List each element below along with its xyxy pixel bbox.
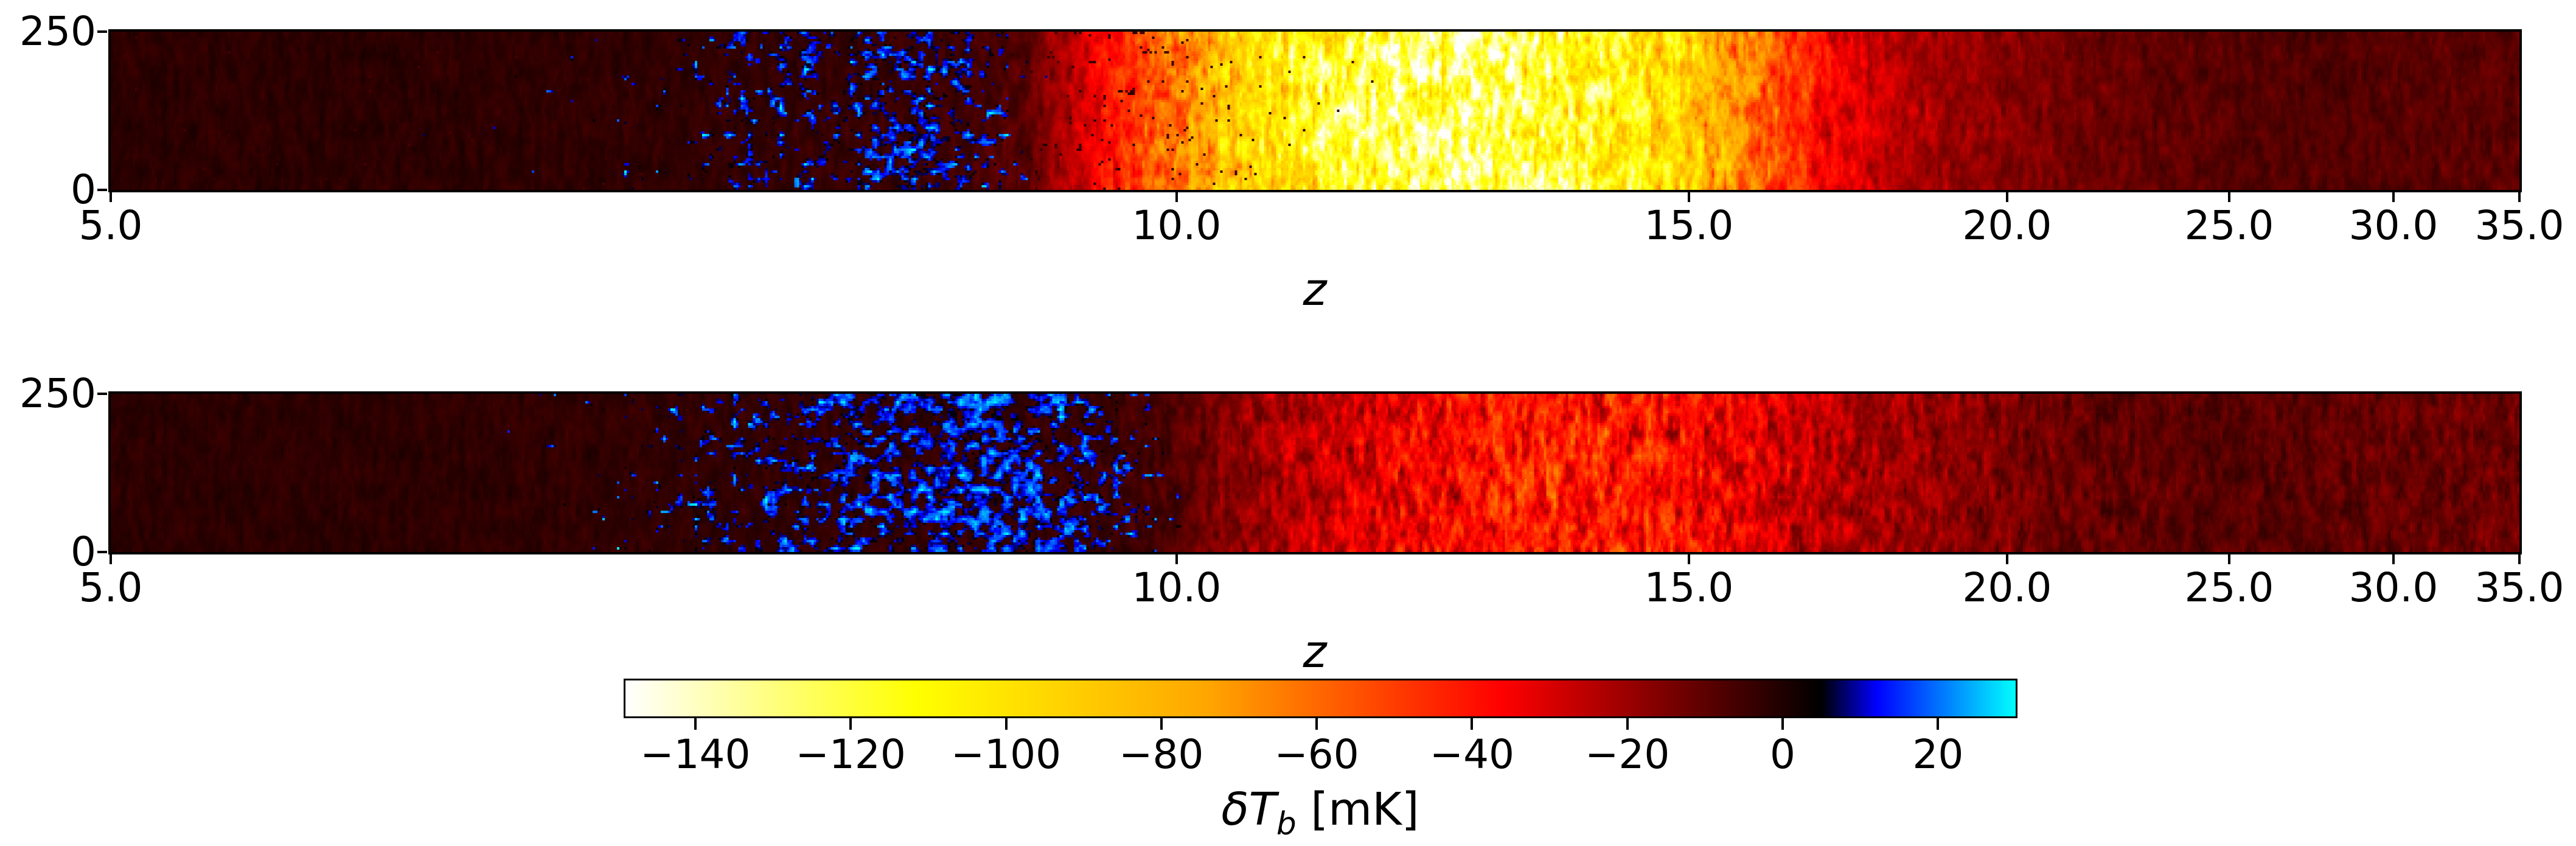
colorbar bbox=[624, 679, 2017, 718]
lightcone-panel-bottom bbox=[108, 391, 2522, 554]
x-tick bbox=[1687, 554, 1690, 564]
x-tick-label: 20.0 bbox=[1962, 564, 2052, 611]
y-tick bbox=[97, 551, 107, 553]
colorbar-label-symbol: δTb bbox=[1221, 783, 1297, 842]
colorbar-tick-label: −120 bbox=[795, 731, 906, 778]
x-tick-label: 5.0 bbox=[78, 564, 143, 611]
colorbar-tick bbox=[1160, 716, 1163, 730]
colorbar-tick bbox=[1937, 716, 1940, 730]
x-tick bbox=[2392, 554, 2395, 564]
colorbar-label-unit: [mK] bbox=[1296, 783, 1419, 836]
x-tick bbox=[2227, 554, 2230, 564]
colorbar-tick bbox=[849, 716, 852, 730]
x-tick-label: 15.0 bbox=[1644, 202, 1734, 249]
x-tick-label: 20.0 bbox=[1962, 202, 2052, 249]
x-tick bbox=[2005, 192, 2008, 202]
x-axis-label-bottom: z bbox=[1163, 628, 1467, 676]
colorbar-tick bbox=[1004, 716, 1008, 730]
x-tick bbox=[1175, 192, 1178, 202]
x-tick-label: 30.0 bbox=[2348, 564, 2438, 611]
y-tick bbox=[97, 189, 107, 191]
x-tick-label: 35.0 bbox=[2474, 202, 2564, 249]
colorbar-tick bbox=[694, 716, 697, 730]
x-tick-label: 25.0 bbox=[2184, 202, 2274, 249]
colorbar-tick-label: 20 bbox=[1912, 731, 1964, 778]
x-tick-label: 25.0 bbox=[2184, 564, 2274, 611]
colorbar-tick bbox=[1471, 716, 1474, 730]
x-tick-label: 30.0 bbox=[2348, 202, 2438, 249]
y-tick-label: 0 bbox=[71, 528, 96, 575]
x-tick bbox=[1687, 192, 1690, 202]
colorbar-tick-label: −80 bbox=[1119, 731, 1204, 778]
x-tick bbox=[2005, 554, 2008, 564]
x-tick-label: 10.0 bbox=[1132, 202, 1222, 249]
colorbar-gradient bbox=[625, 680, 2016, 716]
colorbar-tick-label: −60 bbox=[1274, 731, 1359, 778]
colorbar-tick-label: −100 bbox=[950, 731, 1062, 778]
colorbar-tick bbox=[1781, 716, 1784, 730]
x-axis-label-top: z bbox=[1163, 265, 1467, 314]
lightcone-image-top bbox=[111, 32, 2519, 190]
colorbar-tick-label: −40 bbox=[1429, 731, 1515, 778]
x-tick bbox=[110, 192, 112, 202]
colorbar-tick-label: −140 bbox=[640, 731, 751, 778]
x-tick bbox=[1175, 554, 1178, 564]
y-tick bbox=[97, 393, 107, 395]
colorbar-tick-label: −20 bbox=[1585, 731, 1670, 778]
x-tick bbox=[110, 554, 112, 564]
x-axis-label-top-text: z bbox=[1303, 264, 1327, 316]
x-tick-label: 10.0 bbox=[1132, 564, 1222, 611]
y-tick bbox=[97, 30, 107, 33]
x-axis-label-bottom-text: z bbox=[1303, 626, 1327, 678]
x-tick bbox=[2518, 554, 2521, 564]
x-tick-label: 35.0 bbox=[2474, 564, 2564, 611]
y-tick-label: 250 bbox=[19, 8, 96, 55]
y-tick-label: 0 bbox=[71, 166, 96, 213]
x-tick-label: 15.0 bbox=[1644, 564, 1734, 611]
x-tick bbox=[2392, 192, 2395, 202]
colorbar-tick bbox=[1315, 716, 1318, 730]
lightcone-panel-top bbox=[108, 29, 2522, 192]
colorbar-label-subscript: b bbox=[1276, 805, 1297, 842]
x-tick bbox=[2227, 192, 2230, 202]
colorbar-tick-label: 0 bbox=[1770, 731, 1796, 778]
lightcone-image-bottom bbox=[111, 394, 2519, 552]
x-tick-label: 5.0 bbox=[78, 202, 143, 249]
colorbar-label: δTb [mK] bbox=[1046, 784, 1594, 846]
colorbar-tick bbox=[1626, 716, 1629, 730]
x-tick bbox=[2518, 192, 2521, 202]
y-tick-label: 250 bbox=[19, 370, 96, 417]
